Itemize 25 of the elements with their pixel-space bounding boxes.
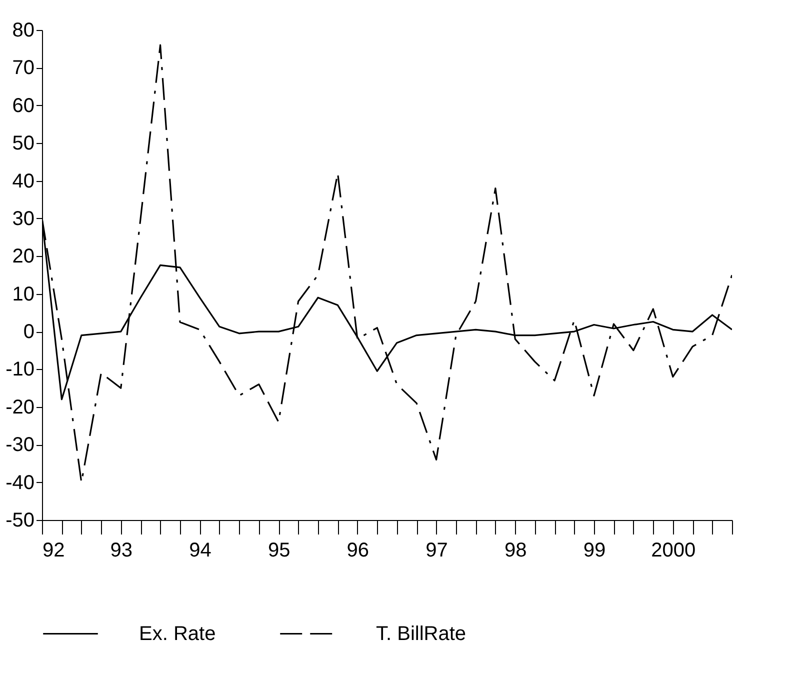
y-tick-label: -10 — [6, 358, 34, 381]
y-tick-label: 70 — [12, 57, 34, 80]
y-tick-label: 60 — [12, 94, 34, 117]
x-tick-label: 97 — [426, 540, 448, 562]
y-tick-label: 0 — [23, 321, 34, 344]
y-tick-label: 30 — [12, 208, 34, 230]
x-tick-label: 94 — [189, 540, 212, 562]
x-tick-label: 98 — [504, 540, 527, 562]
y-tick-label: 20 — [12, 246, 34, 268]
x-tick-label: 96 — [346, 540, 370, 562]
y-tick-label: -50 — [6, 510, 34, 532]
y-tick-label: 40 — [12, 170, 34, 192]
x-tick-label: 93 — [110, 540, 132, 562]
y-tick-label: -20 — [6, 396, 34, 418]
y-tick-label: -40 — [6, 472, 34, 494]
legend-label: Ex. Rate — [139, 622, 216, 645]
legend-label: T. BillRate — [376, 622, 466, 645]
y-tick-label: 80 — [12, 20, 34, 42]
x-tick-label: 95 — [268, 540, 290, 562]
y-tick-label: 50 — [12, 132, 34, 155]
x-tick-label: 92 — [42, 540, 65, 562]
x-tick-label: 99 — [583, 540, 606, 562]
y-tick-label: -30 — [6, 434, 34, 456]
x-tick-label: 2000 — [651, 540, 696, 562]
y-tick-label: 10 — [12, 283, 34, 306]
